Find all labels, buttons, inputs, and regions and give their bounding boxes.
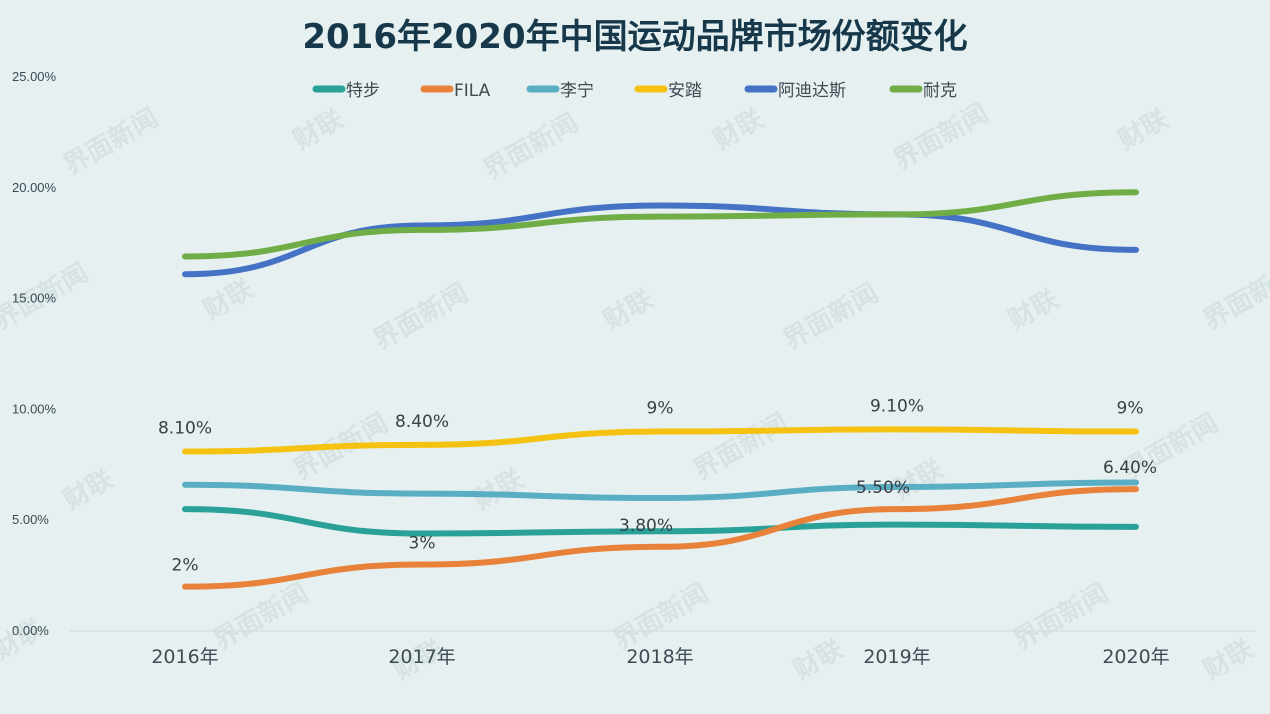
- watermark-text: 财联: [1114, 104, 1174, 156]
- watermark-text: 财联: [199, 274, 259, 326]
- legend-item: FILA: [420, 81, 491, 101]
- y-tick-label: 15.00%: [12, 291, 57, 306]
- data-label: 5.50%: [856, 478, 910, 498]
- y-tick-label: 0.00%: [12, 623, 49, 638]
- x-tick-label: 2017年: [388, 646, 455, 668]
- watermark-text: 界面新闻: [208, 577, 314, 656]
- series-layer: [182, 189, 1139, 590]
- x-tick-label: 2020年: [1102, 646, 1169, 668]
- data-label: 9%: [1117, 399, 1144, 419]
- watermark-text: 界面新闻: [688, 407, 794, 486]
- watermark-text: 界面新闻: [478, 107, 584, 186]
- watermark-text: 界面新闻: [368, 277, 474, 356]
- data-label: 8.10%: [158, 419, 212, 439]
- watermark-text: 财联: [599, 284, 659, 336]
- legend-item: 李宁: [526, 81, 594, 101]
- series-line: [182, 486, 1139, 590]
- legend-item: 安踏: [634, 81, 702, 101]
- watermark-text: 财联: [59, 464, 119, 516]
- data-label: 9.10%: [870, 396, 924, 416]
- x-tick-label: 2016年: [151, 646, 218, 668]
- watermark-text: 财联: [1004, 284, 1064, 336]
- watermark-text: 界面新闻: [778, 277, 884, 356]
- data-label: 3%: [409, 534, 436, 554]
- y-tick-label: 20.00%: [12, 180, 57, 195]
- data-label: 8.40%: [395, 412, 449, 432]
- series-line: [182, 479, 1139, 502]
- data-label: 6.40%: [1103, 458, 1157, 478]
- watermark-text: 财联: [1199, 634, 1259, 686]
- legend-item: 耐克: [889, 81, 957, 101]
- watermark-text: 财联: [709, 104, 769, 156]
- series-line: [182, 506, 1139, 537]
- watermark-text: 界面新闻: [58, 102, 164, 181]
- x-tick-label: 2019年: [863, 646, 930, 668]
- watermark-text: 界面新闻: [1198, 257, 1270, 336]
- watermark-text: 财联: [469, 464, 529, 516]
- watermark-text: 财联: [289, 104, 349, 156]
- chart-title: 2016年2020年中国运动品牌市场份额变化: [302, 17, 967, 57]
- data-label: 2%: [172, 556, 199, 576]
- watermark-text: 界面新闻: [1008, 577, 1114, 656]
- x-tick-label: 2018年: [626, 646, 693, 668]
- data-label: 9%: [647, 399, 674, 419]
- watermark-text: 界面新闻: [888, 97, 994, 176]
- y-tick-label: 5.00%: [12, 512, 49, 527]
- y-axis: 0.00% 5.00% 10.00% 15.00% 20.00% 25.00%: [12, 69, 57, 638]
- legend-label: FILA: [454, 81, 491, 101]
- legend-label: 安踏: [668, 81, 702, 101]
- legend-item: 特步: [312, 81, 380, 101]
- legend-label: 李宁: [560, 81, 594, 101]
- series-line: [182, 426, 1139, 455]
- legend: 特步 FILA 李宁 安踏 阿迪达斯 耐克: [312, 81, 957, 101]
- legend-label: 特步: [346, 81, 380, 101]
- legend-label: 阿迪达斯: [778, 81, 846, 101]
- watermark-text: 财联: [0, 614, 49, 666]
- data-labels: 2% 3% 3.80% 5.50% 6.40% 8.10% 8.40% 9% 9.10% 9%: [158, 396, 1157, 575]
- x-axis: 2016年 2017年 2018年 2019年 2020年: [151, 646, 1169, 668]
- y-tick-label: 25.00%: [12, 69, 57, 84]
- legend-item: 阿迪达斯: [744, 81, 846, 101]
- data-label: 3.80%: [619, 516, 673, 536]
- legend-label: 耐克: [923, 81, 957, 101]
- watermark-text: 财联: [789, 634, 849, 686]
- series-line: [182, 189, 1139, 260]
- watermark-text: 界面新闻: [608, 577, 714, 656]
- y-tick-label: 10.00%: [12, 401, 57, 416]
